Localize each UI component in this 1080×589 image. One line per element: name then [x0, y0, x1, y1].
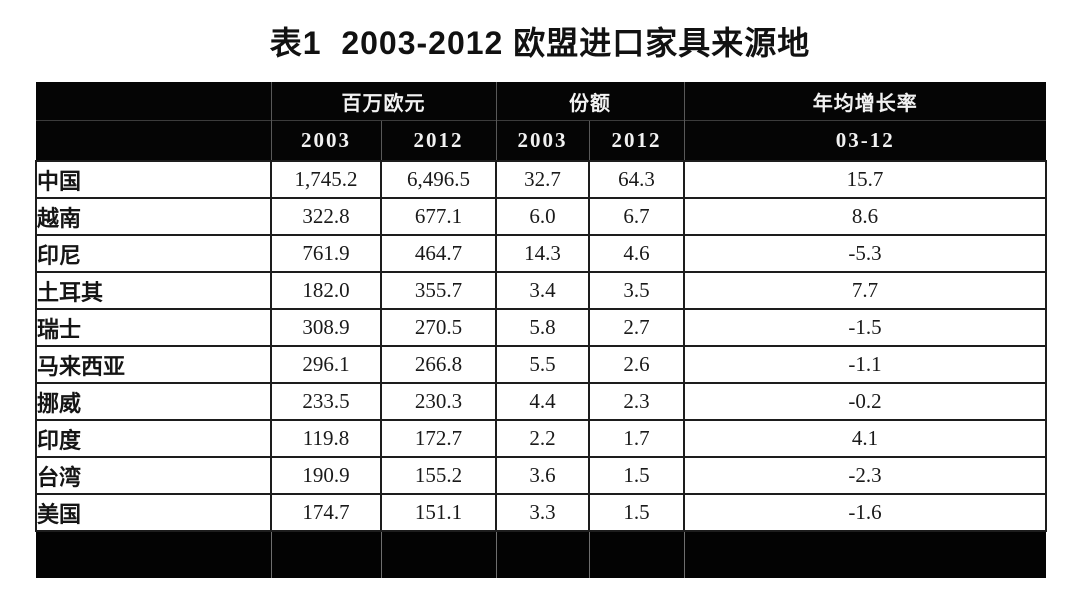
footer-cell [683, 530, 1046, 578]
cell-share-2003: 5.5 [495, 345, 590, 384]
cell-share-2003: 4.4 [495, 382, 590, 421]
header-group-growth: 年均增长率 [683, 82, 1046, 121]
footer-cell [270, 530, 381, 578]
cell-eur-2012: 172.7 [380, 419, 497, 458]
cell-growth: -1.1 [683, 345, 1047, 384]
cell-growth: -1.6 [683, 493, 1047, 532]
header-sub-blank [36, 120, 271, 161]
header-group-share: 份额 [495, 82, 684, 121]
cell-share-2003: 3.6 [495, 456, 590, 495]
cell-share-2003: 32.7 [495, 160, 590, 199]
cell-share-2003: 6.0 [495, 197, 590, 236]
header-country-blank [36, 82, 271, 121]
cell-eur-2003: 296.1 [270, 345, 382, 384]
header-sub-2003-eur: 2003 [270, 120, 381, 161]
cell-growth: 4.1 [683, 419, 1047, 458]
header-sub-2012-share: 2012 [588, 120, 684, 161]
cell-share-2003: 3.4 [495, 271, 590, 310]
table-row-norway: 挪威 233.5 230.3 4.4 2.3 -0.2 [35, 382, 1047, 421]
cell-eur-2003: 761.9 [270, 234, 382, 273]
cell-share-2012: 1.5 [588, 456, 685, 495]
cell-eur-2012: 155.2 [380, 456, 497, 495]
cell-growth: -1.5 [683, 308, 1047, 347]
footer-cell [380, 530, 496, 578]
cell-country: 土耳其 [35, 271, 272, 310]
cell-country: 马来西亚 [35, 345, 272, 384]
table-row-china: 中国 1,745.2 6,496.5 32.7 64.3 15.7 [35, 160, 1047, 199]
table-row-taiwan: 台湾 190.9 155.2 3.6 1.5 -2.3 [35, 456, 1047, 495]
cell-growth: -2.3 [683, 456, 1047, 495]
cell-share-2012: 2.3 [588, 382, 685, 421]
cell-eur-2012: 266.8 [380, 345, 497, 384]
cell-share-2003: 5.8 [495, 308, 590, 347]
cell-share-2003: 3.3 [495, 493, 590, 532]
cell-country: 印尼 [35, 234, 272, 273]
table-row-turkey: 土耳其 182.0 355.7 3.4 3.5 7.7 [35, 271, 1047, 310]
cell-growth: -0.2 [683, 382, 1047, 421]
cell-country: 瑞士 [35, 308, 272, 347]
table-row-vietnam: 越南 322.8 677.1 6.0 6.7 8.6 [35, 197, 1047, 236]
table-row-usa: 美国 174.7 151.1 3.3 1.5 -1.6 [35, 493, 1047, 532]
cell-growth: 8.6 [683, 197, 1047, 236]
cell-eur-2003: 322.8 [270, 197, 382, 236]
cell-share-2012: 2.6 [588, 345, 685, 384]
header-sub-2012-eur: 2012 [380, 120, 496, 161]
cell-share-2003: 14.3 [495, 234, 590, 273]
footer-cell [495, 530, 589, 578]
header-group-million-eur: 百万欧元 [270, 82, 496, 121]
cell-share-2012: 1.5 [588, 493, 685, 532]
cell-eur-2003: 308.9 [270, 308, 382, 347]
cell-eur-2012: 355.7 [380, 271, 497, 310]
cell-eur-2003: 119.8 [270, 419, 382, 458]
cell-eur-2012: 6,496.5 [380, 160, 497, 199]
page-title: 表1 2003-2012 欧盟进口家具来源地 [269, 25, 811, 61]
cell-growth: -5.3 [683, 234, 1047, 273]
cell-country: 挪威 [35, 382, 272, 421]
table-row-switzerland: 瑞士 308.9 270.5 5.8 2.7 -1.5 [35, 308, 1047, 347]
cell-country: 台湾 [35, 456, 272, 495]
cell-country: 越南 [35, 197, 272, 236]
cell-eur-2003: 1,745.2 [270, 160, 382, 199]
header-sub-growth-period: 03-12 [683, 120, 1046, 161]
cell-eur-2003: 182.0 [270, 271, 382, 310]
table-row-indonesia: 印尼 761.9 464.7 14.3 4.6 -5.3 [35, 234, 1047, 273]
cell-eur-2012: 677.1 [380, 197, 497, 236]
footer-black-band [36, 530, 1046, 578]
cell-eur-2012: 464.7 [380, 234, 497, 273]
footer-cell [36, 530, 271, 578]
cell-share-2003: 2.2 [495, 419, 590, 458]
cell-eur-2012: 151.1 [380, 493, 497, 532]
header-sub-2003-share: 2003 [495, 120, 589, 161]
cell-share-2012: 64.3 [588, 160, 685, 199]
cell-growth: 15.7 [683, 160, 1047, 199]
cell-eur-2012: 230.3 [380, 382, 497, 421]
cell-share-2012: 3.5 [588, 271, 685, 310]
cell-share-2012: 1.7 [588, 419, 685, 458]
table-row-india: 印度 119.8 172.7 2.2 1.7 4.1 [35, 419, 1047, 458]
cell-country: 印度 [35, 419, 272, 458]
cell-growth: 7.7 [683, 271, 1047, 310]
cell-eur-2003: 174.7 [270, 493, 382, 532]
table-row-malaysia: 马来西亚 296.1 266.8 5.5 2.6 -1.1 [35, 345, 1047, 384]
cell-country: 中国 [35, 160, 272, 199]
cell-eur-2012: 270.5 [380, 308, 497, 347]
header-sub-row: 2003 2012 2003 2012 03-12 [36, 120, 1046, 161]
footer-cell [588, 530, 684, 578]
cell-eur-2003: 190.9 [270, 456, 382, 495]
cell-eur-2003: 233.5 [270, 382, 382, 421]
cell-country: 美国 [35, 493, 272, 532]
cell-share-2012: 2.7 [588, 308, 685, 347]
cell-share-2012: 4.6 [588, 234, 685, 273]
cell-share-2012: 6.7 [588, 197, 685, 236]
import-sources-table: 百万欧元 份额 年均增长率 2003 2012 2003 2012 03-12 … [35, 82, 1047, 578]
header-group-row: 百万欧元 份额 年均增长率 [36, 82, 1046, 121]
